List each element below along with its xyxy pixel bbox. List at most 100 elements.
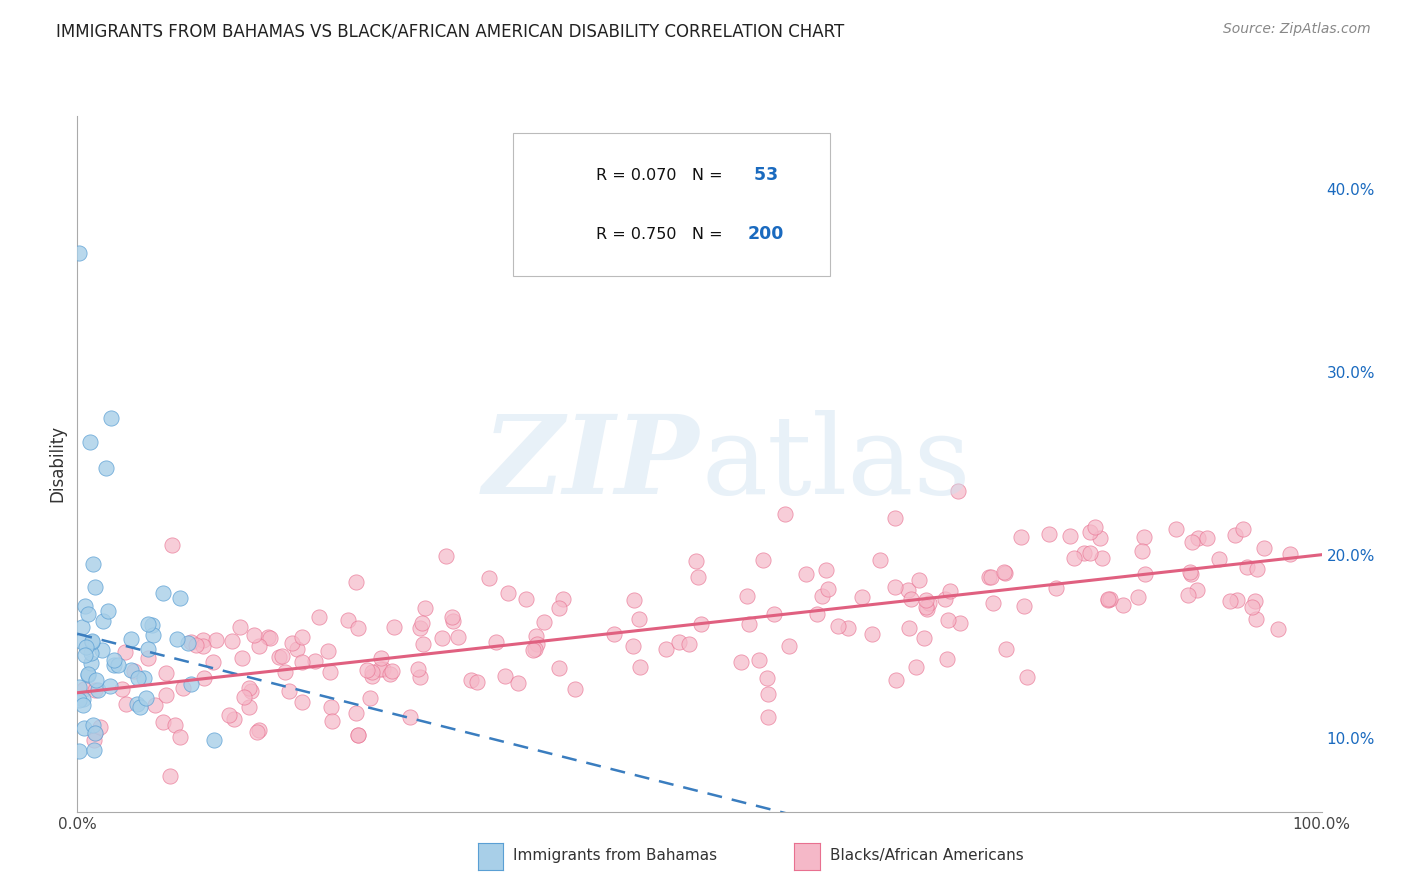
Point (748, 653, 770, 667)
Point (72, 698, 94, 713)
Point (221, 634, 243, 648)
Point (160, 538, 183, 552)
Point (75, 640, 97, 654)
Point (124, 665, 146, 679)
Point (136, 616, 159, 631)
Point (159, 769, 181, 783)
Point (478, 571, 501, 585)
Point (91, 614, 114, 628)
Point (934, 591, 956, 606)
Text: R = 0.750   N =: R = 0.750 N = (596, 227, 728, 242)
Point (628, 659, 651, 673)
Y-axis label: Disability: Disability (48, 425, 66, 502)
Point (623, 592, 645, 607)
Point (413, 601, 436, 615)
Point (231, 651, 253, 665)
Point (904, 660, 927, 674)
Point (73, 648, 96, 662)
Point (238, 699, 260, 714)
Point (936, 613, 959, 627)
Point (304, 654, 326, 668)
Point (344, 575, 367, 590)
Point (67, 680, 90, 694)
Point (135, 691, 157, 706)
Point (623, 639, 645, 653)
Point (794, 566, 817, 581)
Point (494, 669, 516, 683)
Point (1164, 522, 1187, 536)
Point (690, 616, 713, 631)
Point (319, 700, 342, 714)
Point (1195, 531, 1218, 545)
Point (1091, 551, 1114, 566)
Point (80, 646, 103, 660)
Point (1177, 588, 1199, 602)
Point (1253, 541, 1275, 555)
Point (460, 673, 482, 687)
Point (1219, 594, 1241, 608)
Point (1267, 623, 1289, 637)
Point (94, 460, 117, 475)
Point (129, 700, 152, 714)
Point (851, 590, 873, 604)
FancyBboxPatch shape (513, 133, 830, 276)
Point (381, 665, 404, 679)
Point (274, 665, 297, 679)
Point (685, 554, 707, 568)
Point (827, 618, 849, 632)
Point (97, 604, 120, 618)
Point (900, 592, 922, 607)
Point (72, 691, 94, 706)
Point (778, 640, 800, 654)
Point (811, 589, 834, 603)
Point (917, 601, 939, 615)
Text: Blacks/African Americans: Blacks/African Americans (830, 848, 1024, 863)
Point (1185, 582, 1208, 597)
Text: Source: ZipAtlas.com: Source: ZipAtlas.com (1223, 22, 1371, 37)
Point (83, 733, 105, 747)
Point (84, 726, 107, 740)
Point (773, 508, 796, 522)
Point (155, 665, 177, 680)
Point (1098, 592, 1121, 607)
Point (994, 566, 1017, 580)
Point (1084, 520, 1107, 534)
Point (69, 634, 91, 648)
Point (79, 434, 101, 449)
Point (76, 667, 98, 681)
Point (628, 612, 651, 626)
Point (82, 558, 104, 572)
Point (120, 663, 142, 677)
Point (83, 743, 105, 757)
Point (1278, 547, 1301, 561)
Text: IMMIGRANTS FROM BAHAMAS VS BLACK/AFRICAN AMERICAN DISABILITY CORRELATION CHART: IMMIGRANTS FROM BAHAMAS VS BLACK/AFRICAN… (56, 22, 845, 40)
Point (360, 669, 382, 683)
Point (1045, 581, 1067, 595)
Point (756, 687, 779, 701)
Point (408, 662, 430, 676)
Point (141, 618, 163, 632)
Point (193, 633, 215, 648)
Point (86, 673, 108, 687)
Point (752, 552, 775, 566)
Point (551, 591, 574, 606)
Point (152, 585, 174, 599)
Text: Immigrants from Bahamas: Immigrants from Bahamas (513, 848, 717, 863)
Point (1059, 529, 1081, 543)
Point (169, 731, 191, 745)
Point (1073, 546, 1095, 560)
Point (603, 627, 626, 641)
Text: atlas: atlas (702, 410, 972, 517)
Point (1232, 522, 1254, 536)
Point (884, 673, 907, 688)
Point (1180, 535, 1202, 549)
Point (278, 683, 301, 698)
Point (515, 591, 537, 606)
Point (936, 652, 959, 666)
Point (762, 607, 785, 622)
Point (411, 615, 433, 630)
Point (465, 675, 488, 690)
Point (548, 601, 571, 615)
Point (243, 628, 266, 642)
Point (1236, 560, 1258, 574)
